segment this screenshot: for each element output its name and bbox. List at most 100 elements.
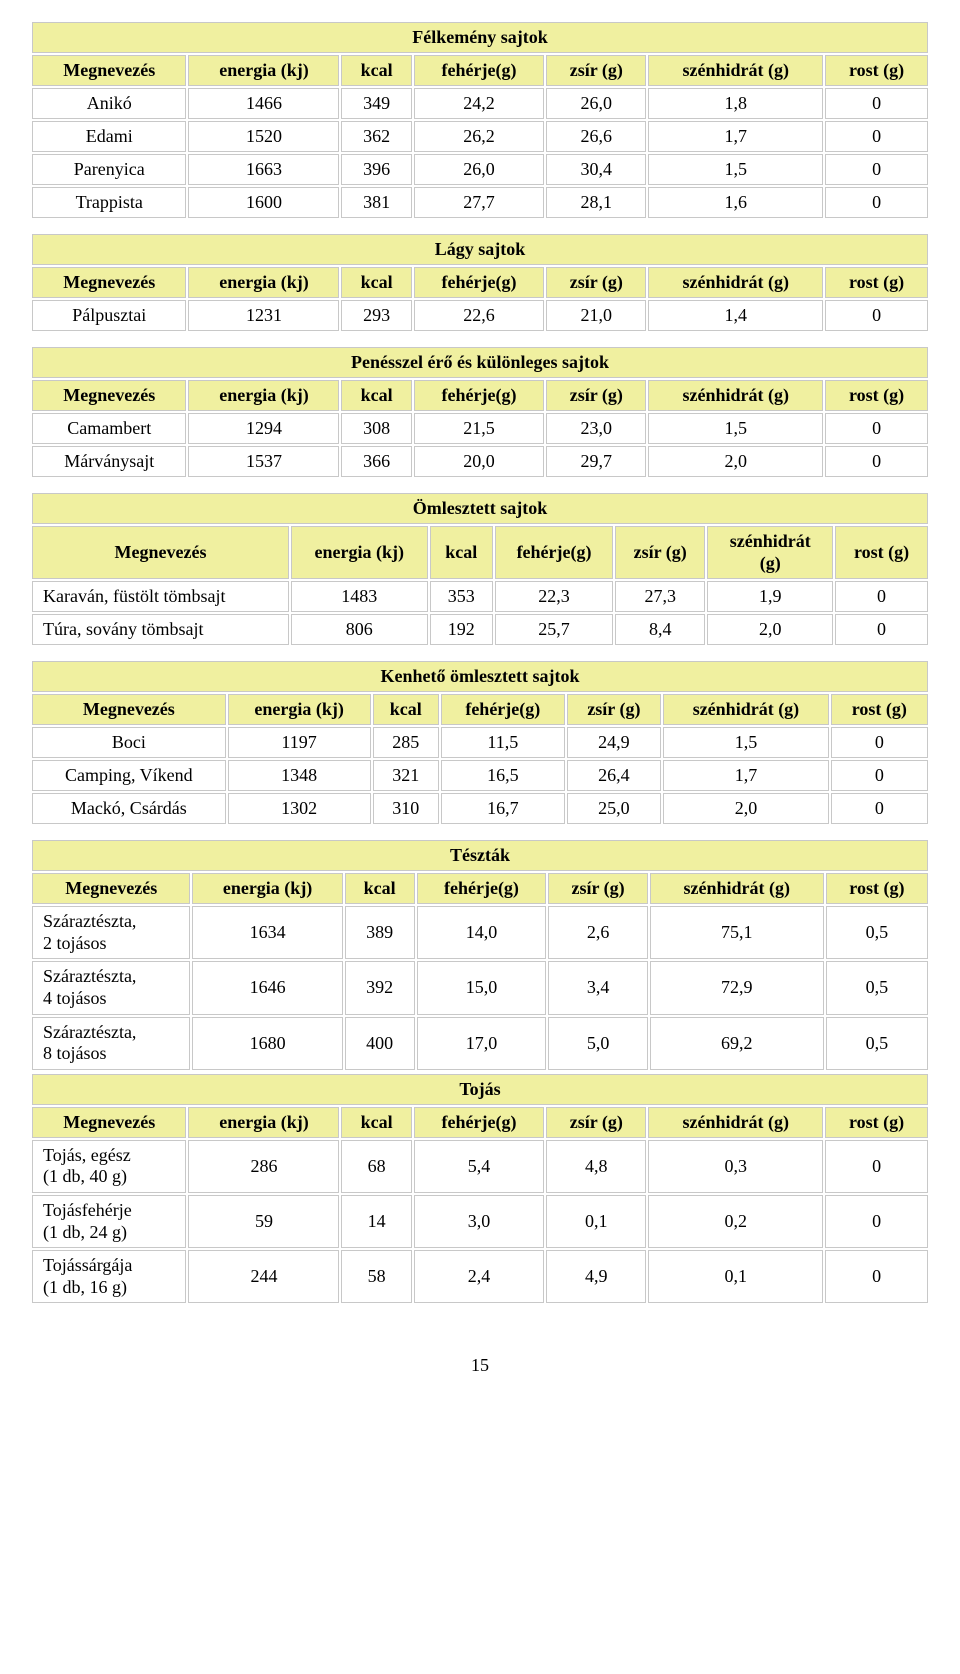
table-title: Tojás (32, 1074, 928, 1105)
value-cell: 2,0 (663, 793, 829, 824)
value-cell: 1634 (192, 906, 342, 959)
name-cell: Boci (32, 727, 226, 758)
value-cell: 28,1 (546, 187, 646, 218)
name-cell: Tojásfehérje(1 db, 24 g) (32, 1195, 186, 1248)
value-cell: 0 (825, 121, 928, 152)
value-cell: 1,8 (648, 88, 823, 119)
value-cell: 16,5 (441, 760, 565, 791)
page-number: 15 (30, 1355, 930, 1376)
tables-container: Félkemény sajtokMegnevezésenergia (kj)kc… (30, 20, 930, 1305)
value-cell: 0,3 (648, 1140, 823, 1193)
column-header: fehérje(g) (441, 694, 565, 725)
nutrition-table: Ömlesztett sajtokMegnevezésenergia (kj)k… (30, 491, 930, 647)
value-cell: 0 (835, 614, 928, 645)
value-cell: 1294 (188, 413, 339, 444)
value-cell: 75,1 (650, 906, 824, 959)
column-header: kcal (373, 694, 439, 725)
column-header: szénhidrát (g) (648, 1107, 823, 1138)
table-row: Trappista160038127,728,11,60 (32, 187, 928, 218)
value-cell: 27,7 (414, 187, 545, 218)
table-row: Mackó, Csárdás130231016,725,02,00 (32, 793, 928, 824)
name-cell: Száraztészta,2 tojásos (32, 906, 190, 959)
value-cell: 0,5 (826, 1017, 928, 1070)
column-header: kcal (345, 873, 415, 904)
table-row: Tojássárgája(1 db, 16 g)244582,44,90,10 (32, 1250, 928, 1303)
column-header: fehérje(g) (414, 380, 545, 411)
column-header: Megnevezés (32, 1107, 186, 1138)
nutrition-table: Penésszel érő és különleges sajtokMegnev… (30, 345, 930, 479)
column-header: rost (g) (825, 1107, 928, 1138)
table-row: Tojás, egész(1 db, 40 g)286685,44,80,30 (32, 1140, 928, 1193)
table-row: Túra, sovány tömbsajt80619225,78,42,00 (32, 614, 928, 645)
name-cell: Camambert (32, 413, 186, 444)
value-cell: 14,0 (417, 906, 547, 959)
column-header: rost (g) (835, 526, 928, 579)
value-cell: 1600 (188, 187, 339, 218)
value-cell: 1348 (228, 760, 371, 791)
value-cell: 0 (825, 1195, 928, 1248)
value-cell: 26,4 (567, 760, 662, 791)
value-cell: 2,6 (548, 906, 647, 959)
value-cell: 4,9 (546, 1250, 646, 1303)
value-cell: 68 (341, 1140, 411, 1193)
column-header: energia (kj) (291, 526, 427, 579)
column-header: Megnevezés (32, 694, 226, 725)
column-header: szénhidrát (g) (648, 380, 823, 411)
column-header: zsír (g) (546, 380, 646, 411)
column-header: Megnevezés (32, 380, 186, 411)
name-cell: Mackó, Csárdás (32, 793, 226, 824)
value-cell: 362 (341, 121, 411, 152)
name-cell: Anikó (32, 88, 186, 119)
value-cell: 2,4 (414, 1250, 545, 1303)
value-cell: 23,0 (546, 413, 646, 444)
value-cell: 0 (825, 300, 928, 331)
value-cell: 1,5 (648, 413, 823, 444)
value-cell: 1483 (291, 581, 427, 612)
name-cell: Tojás, egész(1 db, 40 g) (32, 1140, 186, 1193)
column-header: fehérje(g) (414, 55, 545, 86)
value-cell: 1,7 (663, 760, 829, 791)
value-cell: 1231 (188, 300, 339, 331)
name-cell: Száraztészta,8 tojásos (32, 1017, 190, 1070)
value-cell: 392 (345, 961, 415, 1014)
value-cell: 21,5 (414, 413, 545, 444)
value-cell: 27,3 (615, 581, 705, 612)
value-cell: 69,2 (650, 1017, 824, 1070)
value-cell: 285 (373, 727, 439, 758)
table-row: Száraztészta,8 tojásos168040017,05,069,2… (32, 1017, 928, 1070)
value-cell: 1302 (228, 793, 371, 824)
value-cell: 21,0 (546, 300, 646, 331)
value-cell: 1,9 (707, 581, 833, 612)
table-title: Ömlesztett sajtok (32, 493, 928, 524)
name-cell: Száraztészta,4 tojásos (32, 961, 190, 1014)
value-cell: 24,9 (567, 727, 662, 758)
table-row: Száraztészta,2 tojásos163438914,02,675,1… (32, 906, 928, 959)
table-row: Márványsajt153736620,029,72,00 (32, 446, 928, 477)
name-cell: Trappista (32, 187, 186, 218)
name-cell: Camping, Víkend (32, 760, 226, 791)
value-cell: 0 (825, 88, 928, 119)
value-cell: 0,5 (826, 906, 928, 959)
column-header: energia (kj) (188, 267, 339, 298)
table-title: Tészták (32, 840, 928, 871)
value-cell: 396 (341, 154, 411, 185)
value-cell: 20,0 (414, 446, 545, 477)
value-cell: 2,0 (707, 614, 833, 645)
value-cell: 72,9 (650, 961, 824, 1014)
value-cell: 16,7 (441, 793, 565, 824)
column-header: zsír (g) (548, 873, 647, 904)
value-cell: 366 (341, 446, 411, 477)
value-cell: 1,6 (648, 187, 823, 218)
value-cell: 1,7 (648, 121, 823, 152)
value-cell: 58 (341, 1250, 411, 1303)
value-cell: 0 (825, 446, 928, 477)
value-cell: 1197 (228, 727, 371, 758)
value-cell: 24,2 (414, 88, 545, 119)
column-header: szénhidrát (g) (648, 267, 823, 298)
value-cell: 3,0 (414, 1195, 545, 1248)
column-header: energia (kj) (228, 694, 371, 725)
name-cell: Tojássárgája(1 db, 16 g) (32, 1250, 186, 1303)
value-cell: 321 (373, 760, 439, 791)
value-cell: 1663 (188, 154, 339, 185)
column-header: zsír (g) (546, 267, 646, 298)
